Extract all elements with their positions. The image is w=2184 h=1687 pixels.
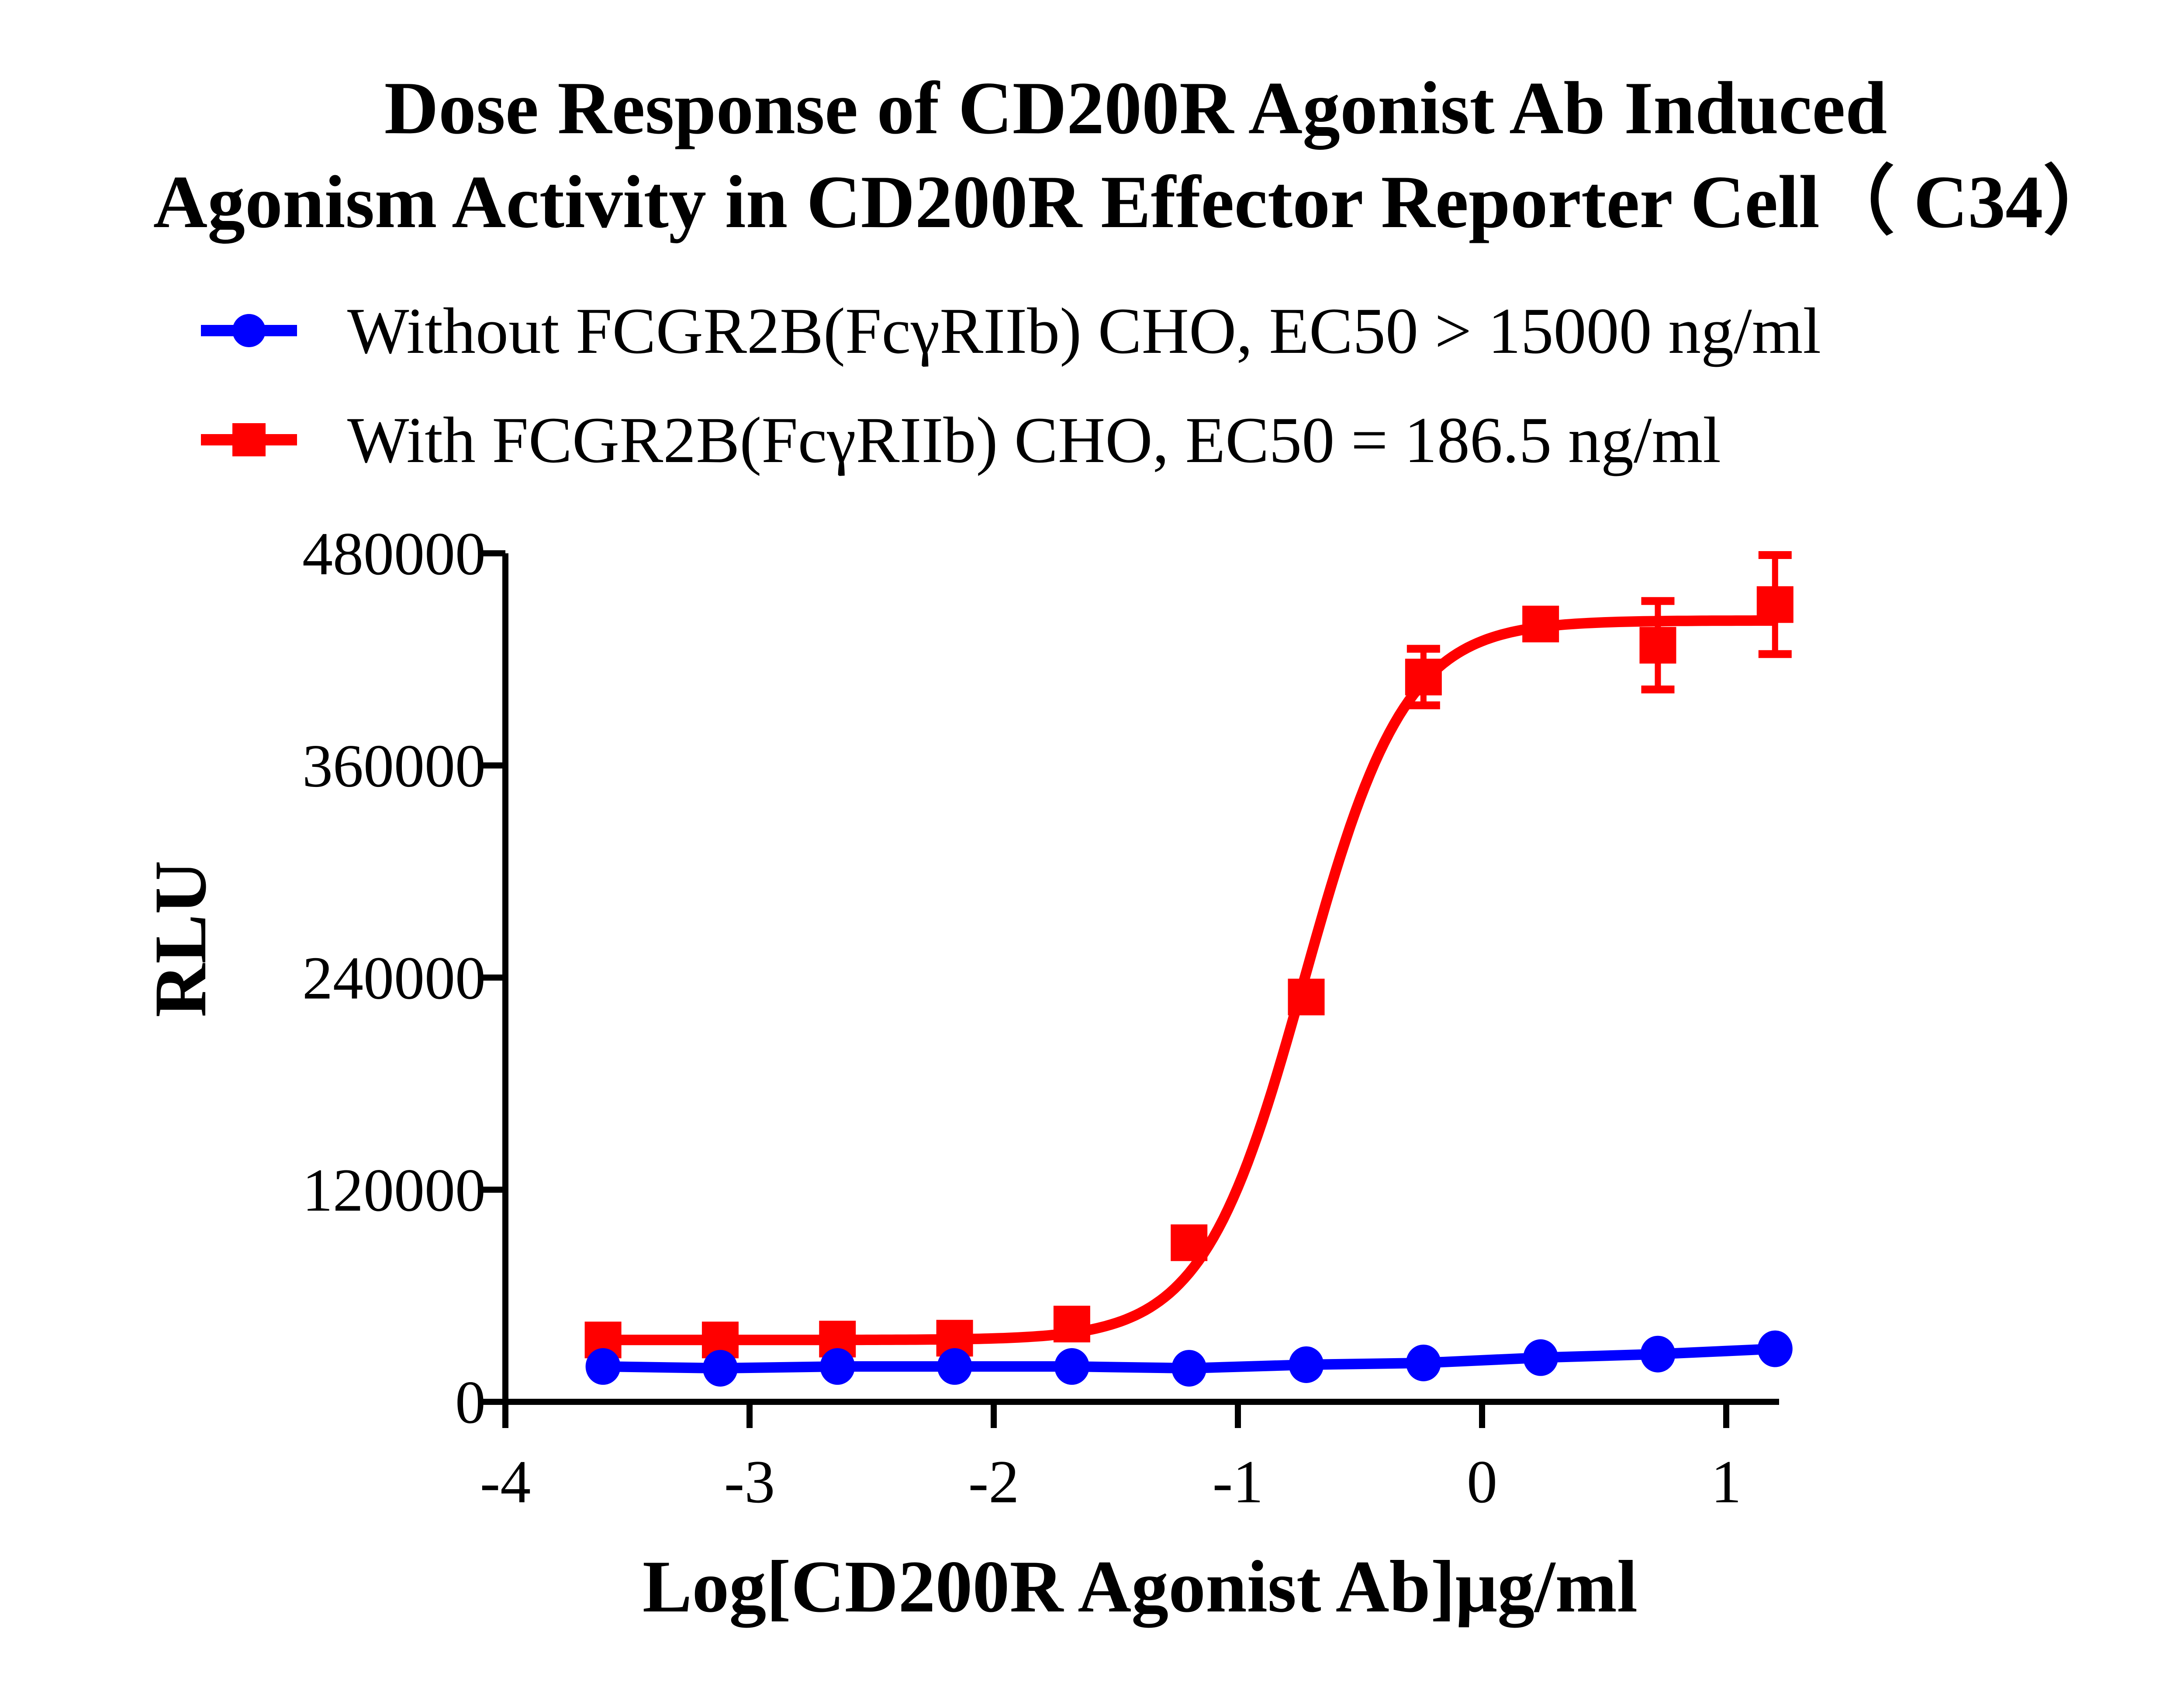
legend-label-without: Without FCGR2B(FcγRIIb) CHO, EC50 > 1500… bbox=[347, 295, 1821, 367]
data-point-square bbox=[1405, 659, 1442, 696]
data-point-circle bbox=[1171, 1350, 1207, 1387]
y-tick-label: 360000 bbox=[302, 732, 486, 800]
data-point-circle bbox=[820, 1348, 855, 1385]
y-tick-label: 0 bbox=[455, 1369, 486, 1436]
x-tick-label: 0 bbox=[1467, 1448, 1497, 1516]
legend-marker-circle bbox=[232, 314, 266, 347]
data-point-circle bbox=[1289, 1346, 1324, 1383]
data-point-circle bbox=[1757, 1330, 1793, 1367]
legend-item-with-fcgr2b: With FCGR2B(FcγRIIb) CHO, EC50 = 186.5 n… bbox=[201, 404, 1721, 476]
x-tick-label: -4 bbox=[480, 1448, 531, 1516]
x-tick-label: -1 bbox=[1213, 1448, 1264, 1516]
legend-item-without-fcgr2b: Without FCGR2B(FcγRIIb) CHO, EC50 > 1500… bbox=[201, 295, 1821, 367]
legend-marker-square bbox=[232, 423, 266, 456]
data-point-circle bbox=[937, 1348, 972, 1385]
data-point-square bbox=[1053, 1305, 1090, 1342]
data-point-circle bbox=[585, 1348, 621, 1385]
x-axis-label: Log[CD200R Agonist Ab]μg/ml bbox=[643, 1546, 1638, 1628]
data-point-square bbox=[1171, 1224, 1208, 1261]
y-tick-label: 480000 bbox=[302, 520, 486, 588]
data-point-circle bbox=[702, 1350, 738, 1387]
data-point-circle bbox=[1054, 1348, 1089, 1385]
y-tick-label: 120000 bbox=[302, 1156, 486, 1224]
chart-title-line-1: Dose Response of CD200R Agonist Ab Induc… bbox=[384, 67, 1887, 150]
plot-area bbox=[584, 551, 1794, 1387]
data-point-square bbox=[1756, 586, 1794, 623]
data-point-square bbox=[1288, 979, 1325, 1016]
legend: Without FCGR2B(FcγRIIb) CHO, EC50 > 1500… bbox=[201, 295, 1821, 476]
y-axis-label: RLU bbox=[139, 861, 221, 1018]
x-tick-label: -3 bbox=[724, 1448, 775, 1516]
data-point-circle bbox=[1406, 1344, 1441, 1381]
chart-title-line-2: Agonism Activity in CD200R Effector Repo… bbox=[153, 161, 2118, 244]
fit-curve-with-fcgr2b bbox=[603, 615, 1775, 1345]
x-tick-label: -2 bbox=[968, 1448, 1019, 1516]
data-point-square bbox=[1639, 627, 1676, 664]
data-point-circle bbox=[1640, 1335, 1676, 1373]
x-tick-label: 1 bbox=[1711, 1448, 1742, 1516]
data-point-circle bbox=[1523, 1339, 1559, 1376]
y-tick-label: 240000 bbox=[302, 945, 486, 1012]
legend-label-with: With FCGR2B(FcγRIIb) CHO, EC50 = 186.5 n… bbox=[347, 404, 1721, 476]
data-point-square bbox=[1522, 605, 1559, 642]
axes: 0 120000 240000 360000 480000 -4 -3 -2 -1 0 1 bbox=[302, 520, 1779, 1516]
